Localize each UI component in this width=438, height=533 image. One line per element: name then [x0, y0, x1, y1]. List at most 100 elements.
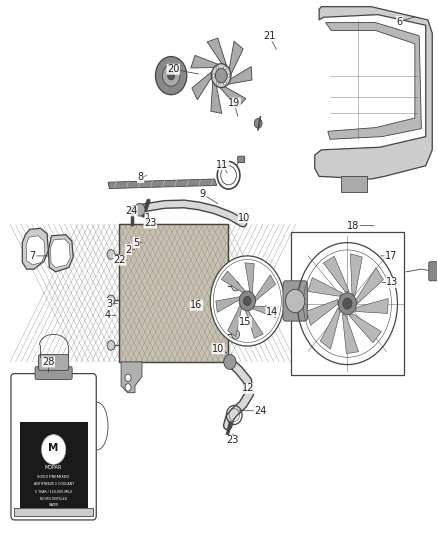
Circle shape — [224, 354, 236, 369]
FancyBboxPatch shape — [11, 374, 96, 520]
FancyBboxPatch shape — [238, 156, 245, 163]
Circle shape — [212, 63, 231, 87]
Circle shape — [162, 65, 180, 86]
Circle shape — [216, 82, 219, 85]
Polygon shape — [307, 278, 343, 296]
Circle shape — [168, 71, 175, 80]
Circle shape — [125, 374, 131, 382]
Polygon shape — [315, 7, 432, 179]
Text: 50/50 PREMIXED: 50/50 PREMIXED — [37, 475, 70, 479]
Polygon shape — [26, 236, 45, 265]
Text: 24: 24 — [254, 406, 267, 416]
Text: 20: 20 — [167, 64, 180, 74]
Polygon shape — [22, 228, 48, 269]
Polygon shape — [245, 311, 263, 338]
Circle shape — [216, 66, 219, 69]
Circle shape — [224, 66, 226, 69]
Text: 12: 12 — [242, 383, 255, 393]
Circle shape — [212, 74, 215, 77]
Polygon shape — [349, 314, 381, 343]
Circle shape — [210, 256, 284, 346]
Polygon shape — [192, 70, 213, 100]
FancyBboxPatch shape — [20, 422, 88, 508]
Text: 17: 17 — [385, 251, 397, 261]
Polygon shape — [355, 298, 388, 313]
Text: 2: 2 — [125, 245, 131, 255]
Polygon shape — [245, 263, 254, 293]
Polygon shape — [228, 305, 242, 337]
Polygon shape — [325, 22, 421, 139]
FancyBboxPatch shape — [39, 354, 69, 370]
Text: 21: 21 — [263, 31, 275, 41]
Polygon shape — [221, 271, 245, 293]
FancyBboxPatch shape — [35, 367, 72, 379]
Polygon shape — [227, 67, 252, 84]
Text: 28: 28 — [42, 357, 55, 367]
Polygon shape — [121, 362, 142, 393]
Text: NO MIX DISTILLED: NO MIX DISTILLED — [40, 497, 67, 501]
Text: 5: 5 — [133, 238, 139, 248]
Circle shape — [42, 435, 66, 464]
Polygon shape — [108, 179, 217, 189]
Circle shape — [227, 74, 230, 77]
Circle shape — [107, 249, 115, 259]
Text: 15: 15 — [239, 317, 251, 327]
Circle shape — [286, 289, 305, 313]
Text: M: M — [49, 443, 59, 454]
Polygon shape — [350, 254, 362, 296]
Text: 7: 7 — [30, 251, 36, 261]
Circle shape — [215, 68, 227, 83]
Circle shape — [155, 56, 187, 95]
Text: 14: 14 — [266, 306, 278, 317]
Circle shape — [107, 295, 115, 305]
Polygon shape — [320, 308, 340, 349]
FancyBboxPatch shape — [119, 224, 228, 362]
Text: 11: 11 — [216, 160, 229, 169]
Circle shape — [244, 296, 251, 305]
FancyBboxPatch shape — [14, 508, 93, 516]
Text: 4: 4 — [105, 310, 111, 320]
Polygon shape — [50, 239, 70, 268]
Polygon shape — [48, 235, 73, 272]
Polygon shape — [207, 38, 227, 67]
Text: 6: 6 — [396, 17, 403, 27]
Polygon shape — [255, 275, 276, 301]
Text: WATER: WATER — [49, 503, 59, 507]
Text: 9: 9 — [200, 189, 206, 199]
Polygon shape — [216, 297, 240, 312]
Text: 24: 24 — [125, 206, 137, 216]
Polygon shape — [191, 55, 219, 68]
Text: 18: 18 — [347, 221, 359, 231]
Polygon shape — [341, 176, 367, 192]
Text: 23: 23 — [227, 435, 239, 446]
Circle shape — [232, 281, 240, 291]
Polygon shape — [229, 41, 243, 76]
Polygon shape — [219, 86, 246, 108]
Polygon shape — [307, 300, 338, 326]
Circle shape — [343, 298, 352, 309]
Text: 5 YEAR / 150,000 MILE: 5 YEAR / 150,000 MILE — [35, 490, 72, 494]
Text: 19: 19 — [228, 98, 240, 108]
Text: 13: 13 — [386, 277, 398, 287]
Text: 10: 10 — [212, 344, 224, 354]
Text: 22: 22 — [113, 255, 126, 265]
FancyBboxPatch shape — [429, 262, 438, 281]
Polygon shape — [357, 268, 383, 304]
Text: 23: 23 — [144, 218, 156, 228]
Text: ANTIFREEZE // COOLANT: ANTIFREEZE // COOLANT — [34, 482, 74, 486]
Text: MOPAR: MOPAR — [45, 465, 62, 470]
FancyBboxPatch shape — [291, 232, 404, 375]
Text: 3: 3 — [106, 298, 113, 309]
Polygon shape — [211, 80, 222, 114]
Polygon shape — [343, 314, 359, 353]
Text: 1: 1 — [145, 213, 151, 223]
Circle shape — [339, 293, 357, 314]
Polygon shape — [252, 306, 279, 318]
FancyBboxPatch shape — [283, 281, 307, 321]
Circle shape — [232, 329, 240, 339]
Circle shape — [224, 82, 226, 85]
Circle shape — [107, 341, 115, 350]
Text: 10: 10 — [238, 213, 251, 223]
Circle shape — [239, 291, 255, 311]
Polygon shape — [323, 256, 349, 292]
